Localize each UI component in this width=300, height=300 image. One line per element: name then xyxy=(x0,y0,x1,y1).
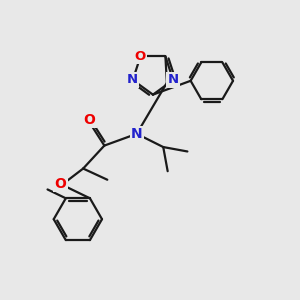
Text: O: O xyxy=(84,113,96,127)
Text: N: N xyxy=(167,74,179,86)
Text: N: N xyxy=(131,127,142,141)
Text: O: O xyxy=(55,177,66,191)
Text: N: N xyxy=(127,74,138,86)
Text: O: O xyxy=(135,50,146,63)
